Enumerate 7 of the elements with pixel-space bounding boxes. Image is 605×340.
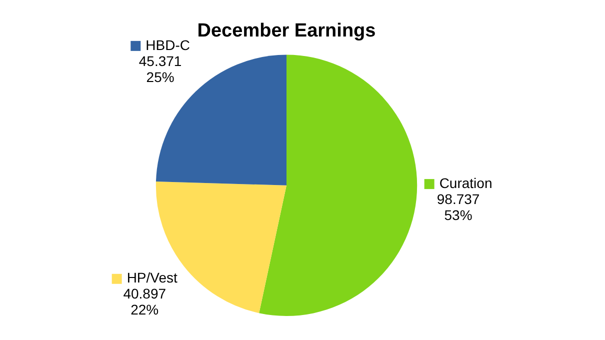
data-label: 45.371 25% xyxy=(138,52,182,85)
data-label: 40.897 22% xyxy=(123,286,166,318)
legend-label: Curation xyxy=(439,174,492,191)
data-label: 98.737 53% xyxy=(436,190,480,223)
chart-title: December Earnings xyxy=(197,20,376,42)
legend-label: HBD-C xyxy=(146,36,190,53)
legend-label: HP/Vest xyxy=(126,270,178,286)
